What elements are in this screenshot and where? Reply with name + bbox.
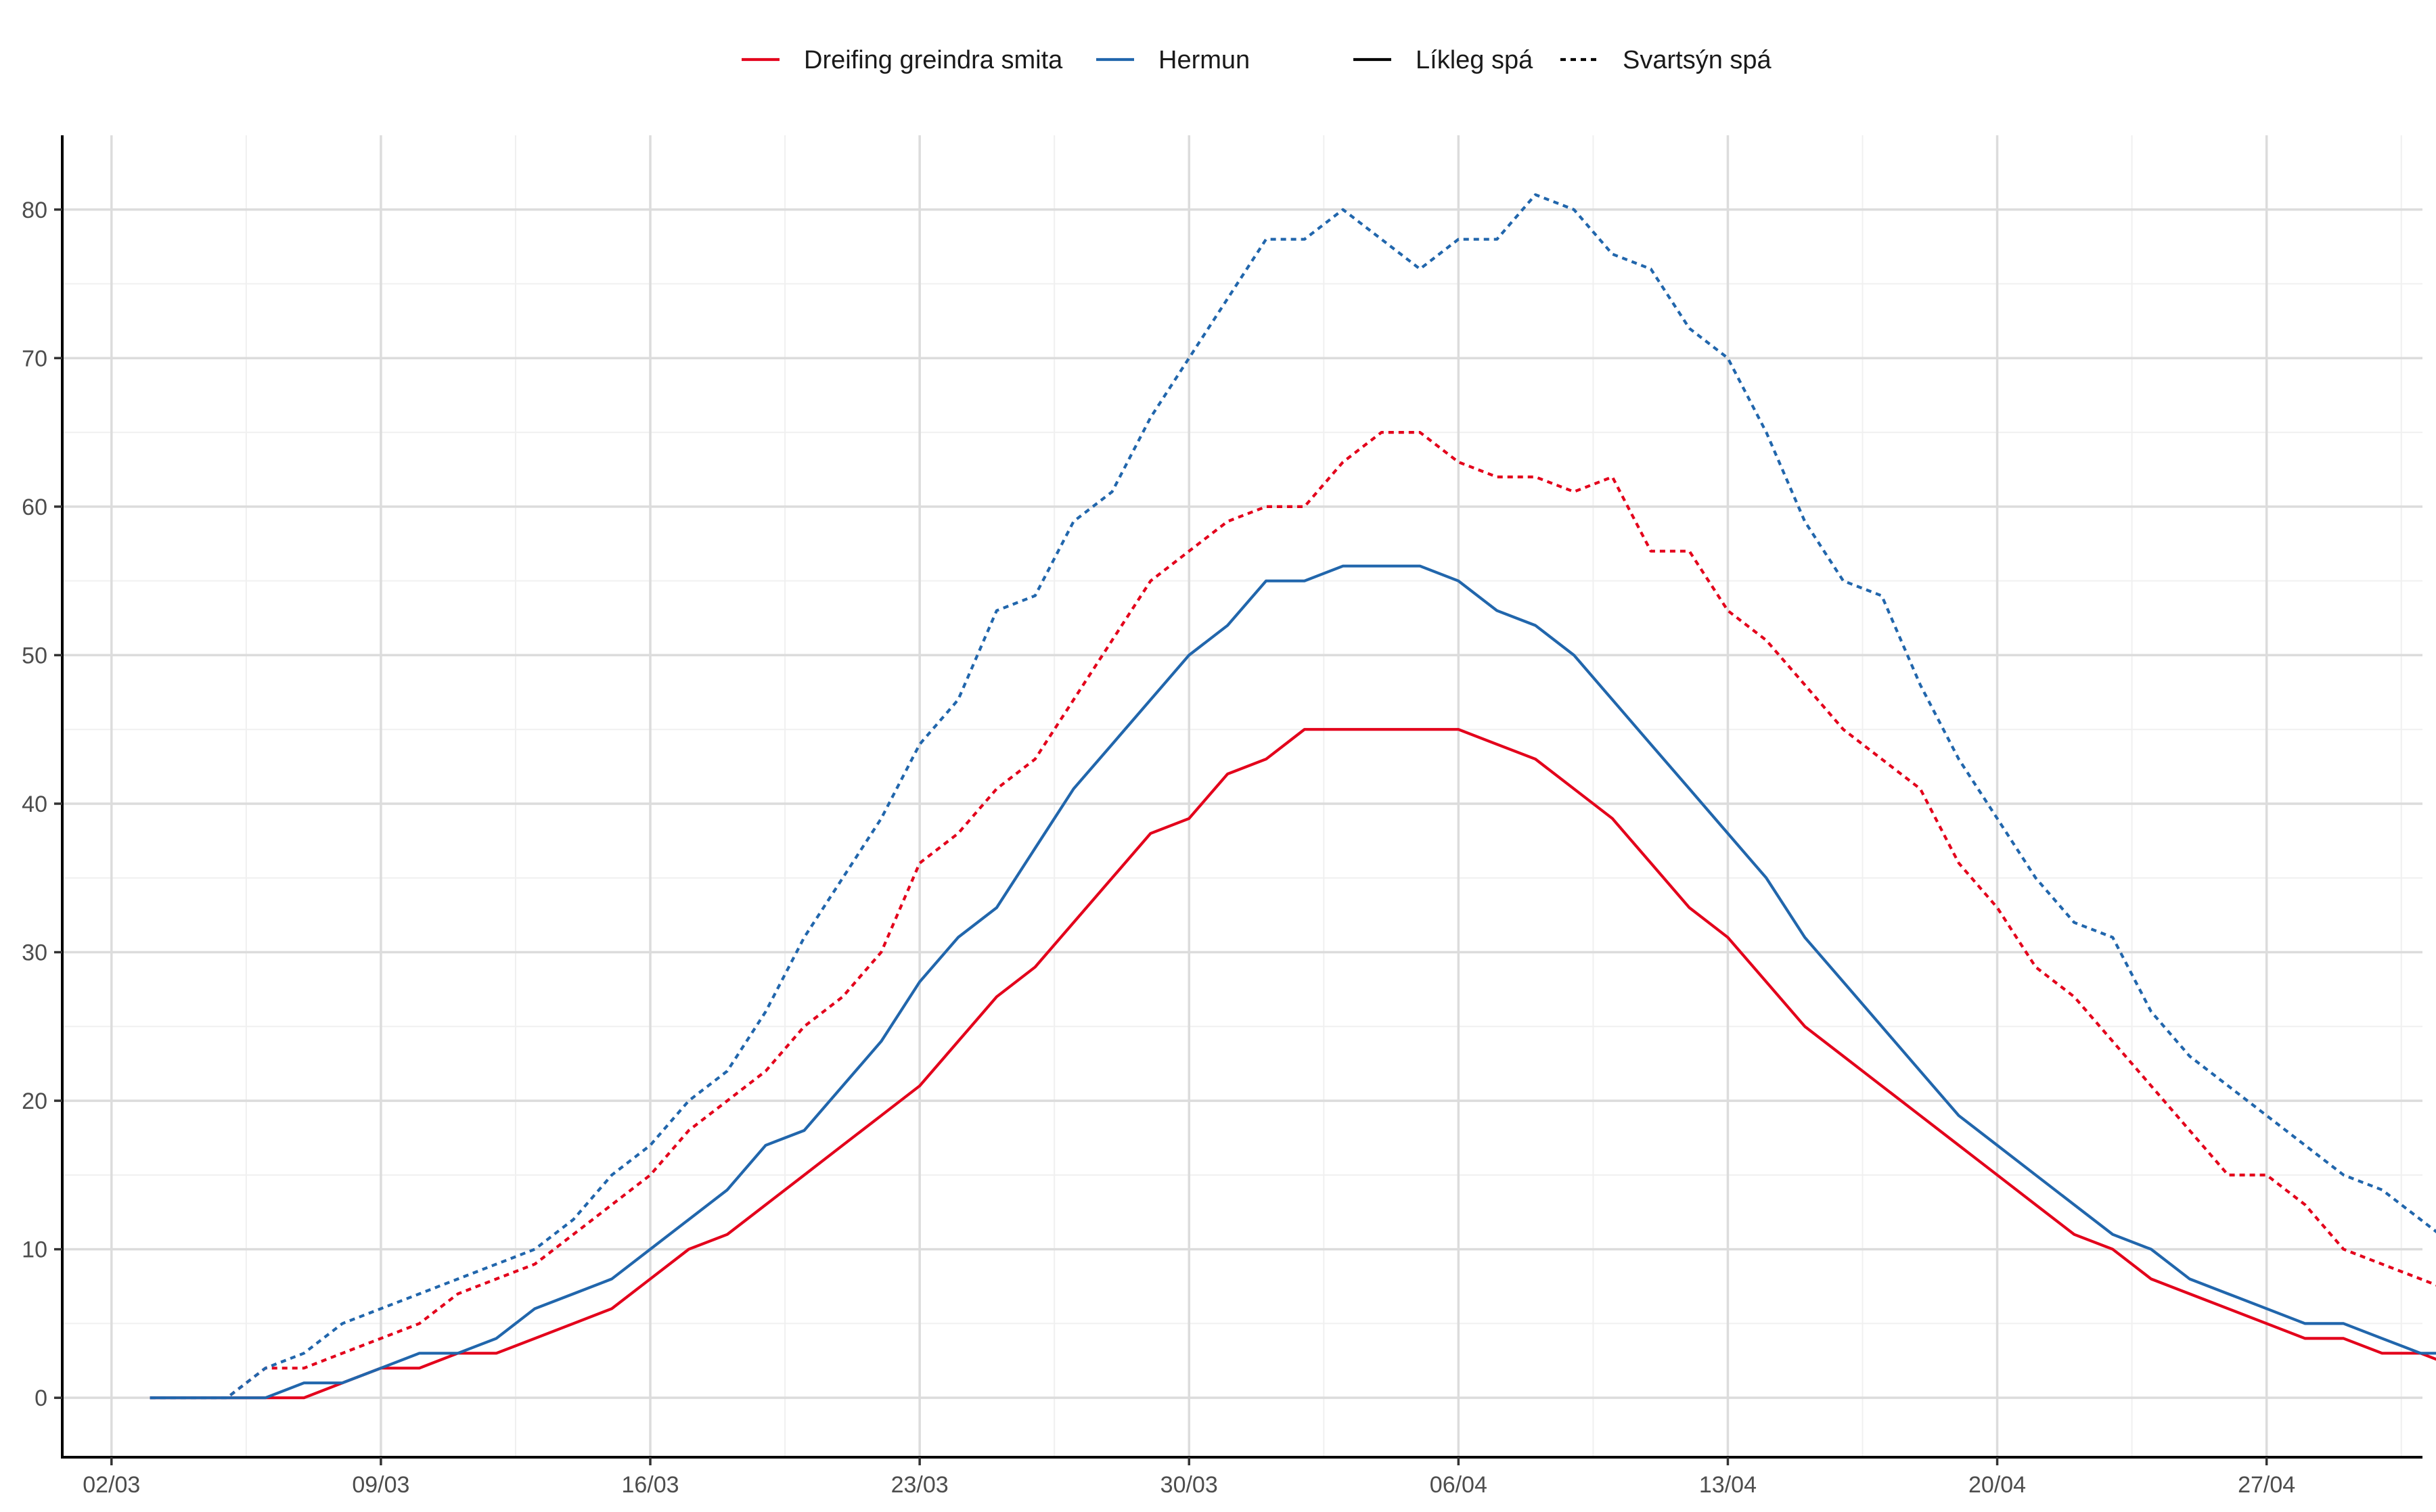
y-tick-label: 70 xyxy=(22,346,47,371)
y-tick-label: 80 xyxy=(22,198,47,223)
x-tick-label: 06/04 xyxy=(1430,1472,1487,1498)
series-line-hermun-svartsyn xyxy=(150,193,2436,1400)
axes: 0 10 20 30 40 50 60 70 80 02/03 09/03 16/03 23/03 30/… xyxy=(22,135,2422,1498)
x-tick-label: 13/04 xyxy=(1699,1472,1757,1498)
x-tick-label: 02/03 xyxy=(83,1472,140,1498)
y-tick-label: 50 xyxy=(22,643,47,668)
legend-dreifing-label: Dreifing greindra smita xyxy=(804,46,1063,74)
grid-lines xyxy=(62,135,2422,1457)
y-tick-label: 40 xyxy=(22,792,47,817)
y-tick-label: 10 xyxy=(22,1237,47,1263)
series-line-dreifing-likleg xyxy=(150,728,2436,1400)
legend-dreifing: Dreifing greindra smita xyxy=(742,46,1063,74)
x-tick-label: 27/04 xyxy=(2238,1472,2295,1498)
legend-likleg-label: Líkleg spá xyxy=(1416,46,1533,74)
y-tick-label: 60 xyxy=(22,495,47,520)
series-line-hermun-likleg xyxy=(150,564,2436,1400)
y-tick-label: 30 xyxy=(22,940,47,966)
series-line-dreifing-svartsyn xyxy=(150,430,2436,1400)
legend-svartsyn-label: Svartsýn spá xyxy=(1623,46,1772,74)
legend-likleg: Líkleg spá xyxy=(1353,46,1533,74)
legend-hermun: Hermun xyxy=(1096,46,1250,74)
y-tick-label: 20 xyxy=(22,1089,47,1114)
x-tick-label: 30/03 xyxy=(1160,1472,1218,1498)
x-tick-label: 09/03 xyxy=(352,1472,409,1498)
legend: Dreifing greindra smita Hermun Líkleg spá S… xyxy=(742,46,1772,74)
legend-svartsyn: Svartsýn spá xyxy=(1560,46,1772,74)
legend-hermun-label: Hermun xyxy=(1158,46,1250,74)
y-tick-label: 0 xyxy=(35,1385,47,1411)
x-tick-label: 16/03 xyxy=(621,1472,679,1498)
x-tick-label: 23/03 xyxy=(891,1472,949,1498)
x-tick-label: 20/04 xyxy=(1968,1472,2026,1498)
series-lines xyxy=(150,193,2436,1400)
